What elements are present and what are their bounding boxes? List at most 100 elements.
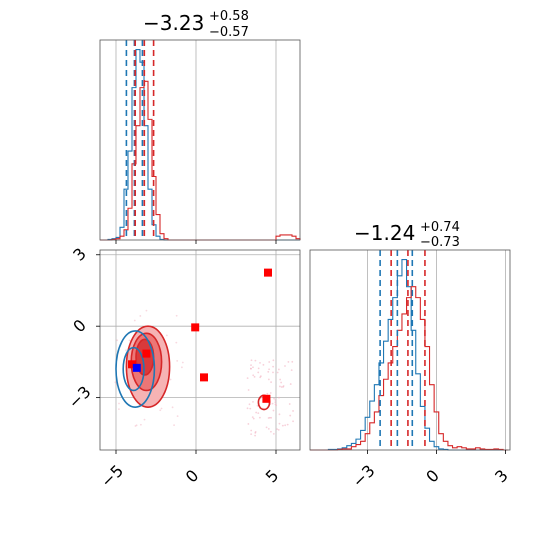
bl-faint-sample [272,371,274,374]
bl-faint-sample [139,423,142,426]
bl-faint-sample [279,378,282,381]
bl-faint-sample [169,378,172,381]
bl-faint-sample [276,428,279,431]
bl-faint-sample [270,416,273,419]
bl-faint-sample [250,359,253,362]
bl-faint-sample [254,431,257,434]
bottom-right-quantile-lines [379,250,426,450]
bl-faint-sample [280,381,283,384]
bl-marker-1 [142,349,151,358]
tl-hist-blue [100,48,300,241]
bl-faint-sample [252,400,254,403]
bl-faint-sample [292,420,294,423]
bl-faint-sample [256,404,259,407]
bl-faint-sample [249,407,252,410]
bl-blue-contour-outer [115,330,156,408]
bottom-right-title-minus: −0.73 [420,235,460,250]
bl-faint-sample [272,432,275,435]
bl-faint-sample [257,371,260,374]
bl-faint-sample [292,410,294,412]
bottom-right-axes-frame [309,249,511,451]
bl-faint-sample [133,319,136,322]
bottom-right-ticks: −3 0 3 [349,450,512,491]
bl-faint-sample [268,416,271,419]
bl-faint-sample [176,360,179,362]
br-hist-red [310,286,508,451]
bl-faint-sample [270,381,272,384]
br-xtick-label-2: 3 [491,466,512,487]
bl-faint-sample [252,417,255,420]
bl-faint-sample [246,407,249,410]
bl-faint-sample [267,427,270,430]
top-left-ticks [115,240,277,244]
top-left-title-minus: −0.57 [209,25,249,40]
bottom-left-markers [128,268,272,403]
bl-faint-sample [277,428,280,431]
bl-faint-sample [278,413,281,416]
bl-faint-sample [176,415,179,417]
bl-faint-sample [268,368,271,371]
bl-faint-sample [270,430,272,433]
bl-marker-4 [264,268,272,277]
bl-faint-sample [278,385,281,388]
bl-faint-sample [282,386,284,388]
bl-faint-sample [246,377,249,379]
bl-faint-sample [165,334,168,337]
bl-faint-sample [253,375,256,378]
bl-blue-contour-inner [122,346,145,392]
bl-faint-sample [272,409,275,412]
bl-faint-sample [284,424,287,427]
bl-marker-0 [128,360,136,369]
bl-ytick-label-2: 3 [69,244,90,265]
bl-faint-sample [272,365,275,368]
bl-faint-sample [135,424,138,427]
bl-faint-sample [171,406,174,409]
bl-xtick-label-1: 0 [182,466,203,487]
bottom-right-histogram-series [310,258,508,451]
bl-faint-sample [118,402,120,405]
bottom-right-histogram-panel: −3 0 3 −1.24 +0.74 −0.73 [309,220,512,491]
bl-faint-sample [267,370,270,373]
bl-faint-sample [143,418,146,421]
bottom-right-title-value: −1.24 [354,221,415,245]
bl-marker-5 [262,394,271,403]
bl-faint-sample [248,403,251,406]
bl-faint-sample [125,349,127,352]
top-left-axes-frame [99,39,301,241]
bl-faint-sample [291,360,294,363]
top-left-title-value: −3.23 [143,11,204,35]
bl-faint-sample [250,364,252,367]
br-xtick-label-0: −3 [349,461,379,491]
bl-faint-sample [272,359,275,362]
bl-faint-sample [257,412,260,415]
bl-faint-sample [273,397,275,400]
bl-faint-sample [181,361,184,364]
bl-faint-sample [250,429,253,432]
bottom-left-axes-frame [99,249,301,451]
bl-faint-sample [277,368,280,371]
bl-faint-sample [180,366,183,369]
bl-faint-sample [280,386,283,388]
bl-faint-sample [259,361,261,364]
bl-faint-sample [145,309,148,312]
bl-faint-sample [128,339,131,342]
bl-faint-sample [278,396,280,399]
bl-faint-sample [290,369,293,372]
bl-faint-sample [173,424,175,427]
bl-faint-sample [250,433,253,436]
bl-xtick-label-2: 5 [262,466,283,487]
bottom-right-grid [367,250,506,450]
bl-faint-sample [257,367,260,370]
bottom-left-contour-panel: −5 0 5 −3 0 3 [65,244,301,491]
bl-faint-sample [139,315,142,317]
top-left-quantile-lines [125,40,155,240]
bl-faint-sample [276,371,279,374]
top-left-histogram-panel: −3.23 +0.58 −0.57 [99,9,301,244]
bl-faint-sample [268,361,271,363]
bl-ytick-label-1: 0 [69,316,90,337]
bl-faint-sample [267,378,270,381]
bl-faint-sample [259,376,262,379]
bl-faint-sample [252,374,255,377]
bl-faint-sample [114,381,117,384]
